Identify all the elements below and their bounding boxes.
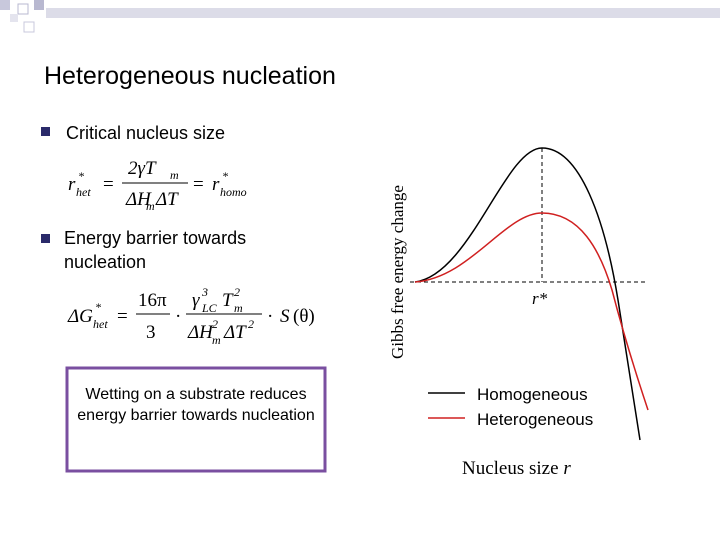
eq-part: het (93, 317, 108, 331)
equation: ΔG * het = 16π 3 · γ 3 LC T 2 m ΔH 2 m Δ… (67, 285, 315, 347)
callout-text: Wetting on a substrate reduces energy ba… (77, 386, 315, 424)
bullet (41, 234, 50, 243)
eq-part: homo (220, 185, 247, 199)
homogeneous-curve (414, 147, 641, 441)
eq-part: m (212, 333, 221, 347)
figure: Gibbs free energy change r* Homogeneous … (388, 147, 649, 479)
marker-label: r* (532, 289, 548, 308)
bullet (41, 127, 50, 136)
eq-part: * (78, 169, 84, 183)
eq-part: = (117, 306, 128, 327)
legend-text: Homogeneous (477, 385, 588, 404)
eq-part: m (234, 301, 243, 315)
eq-part: S (280, 306, 290, 327)
eq-part: (θ) (293, 306, 315, 327)
x-label-text: Nucleus size (462, 458, 559, 479)
y-axis-label: Gibbs free energy change (388, 185, 407, 359)
eq-part: m (146, 199, 155, 213)
eq-part: = (193, 174, 204, 195)
eq-part: het (76, 185, 91, 199)
x-axis-label: Nucleus size r (462, 458, 571, 479)
eq-part: m (170, 168, 179, 182)
heterogeneous-curve (414, 212, 649, 411)
eq-part: r (212, 174, 220, 195)
eq-part: T (222, 290, 234, 311)
eq-part: · (175, 306, 181, 327)
eq-part: 2 (248, 317, 254, 331)
bullet-text: Energy barrier towards nucleation (64, 228, 247, 272)
eq-part: * (95, 300, 101, 314)
decoration (0, 0, 720, 33)
callout-wrap: Wetting on a substrate reduces energy ba… (77, 386, 315, 424)
eq-part: r (68, 174, 76, 195)
eq-part: γ (192, 290, 200, 311)
eq-part: = (103, 174, 114, 195)
title: Heterogeneous nucleation (44, 62, 336, 90)
eq-part: 2γT (128, 158, 157, 179)
eq-part: ΔG (67, 306, 93, 327)
eq-part: ΔT (223, 322, 247, 343)
eq-part: · (267, 306, 273, 327)
eq-part: * (222, 169, 228, 183)
eq-part: ΔT (155, 189, 179, 210)
eq-part: 3 (146, 322, 156, 343)
eq-part: 16π (138, 290, 167, 311)
bullet-box: Energy barrier towards nucleation (64, 228, 247, 272)
bullet-text: Critical nucleus size (66, 123, 225, 143)
callout-box (65, 366, 327, 473)
eq-part: 2 (212, 317, 218, 331)
eq-part: LC (201, 301, 218, 315)
eq-part: ΔH (125, 189, 152, 210)
equation: r * het = 2γT m ΔH m ΔT = r * homo (68, 158, 247, 213)
legend-text: Heterogeneous (477, 410, 593, 429)
x-label-symbol: r (563, 458, 571, 479)
eq-part: 2 (234, 285, 240, 299)
eq-part: 3 (201, 285, 208, 299)
eq-part: ΔH (187, 322, 214, 343)
